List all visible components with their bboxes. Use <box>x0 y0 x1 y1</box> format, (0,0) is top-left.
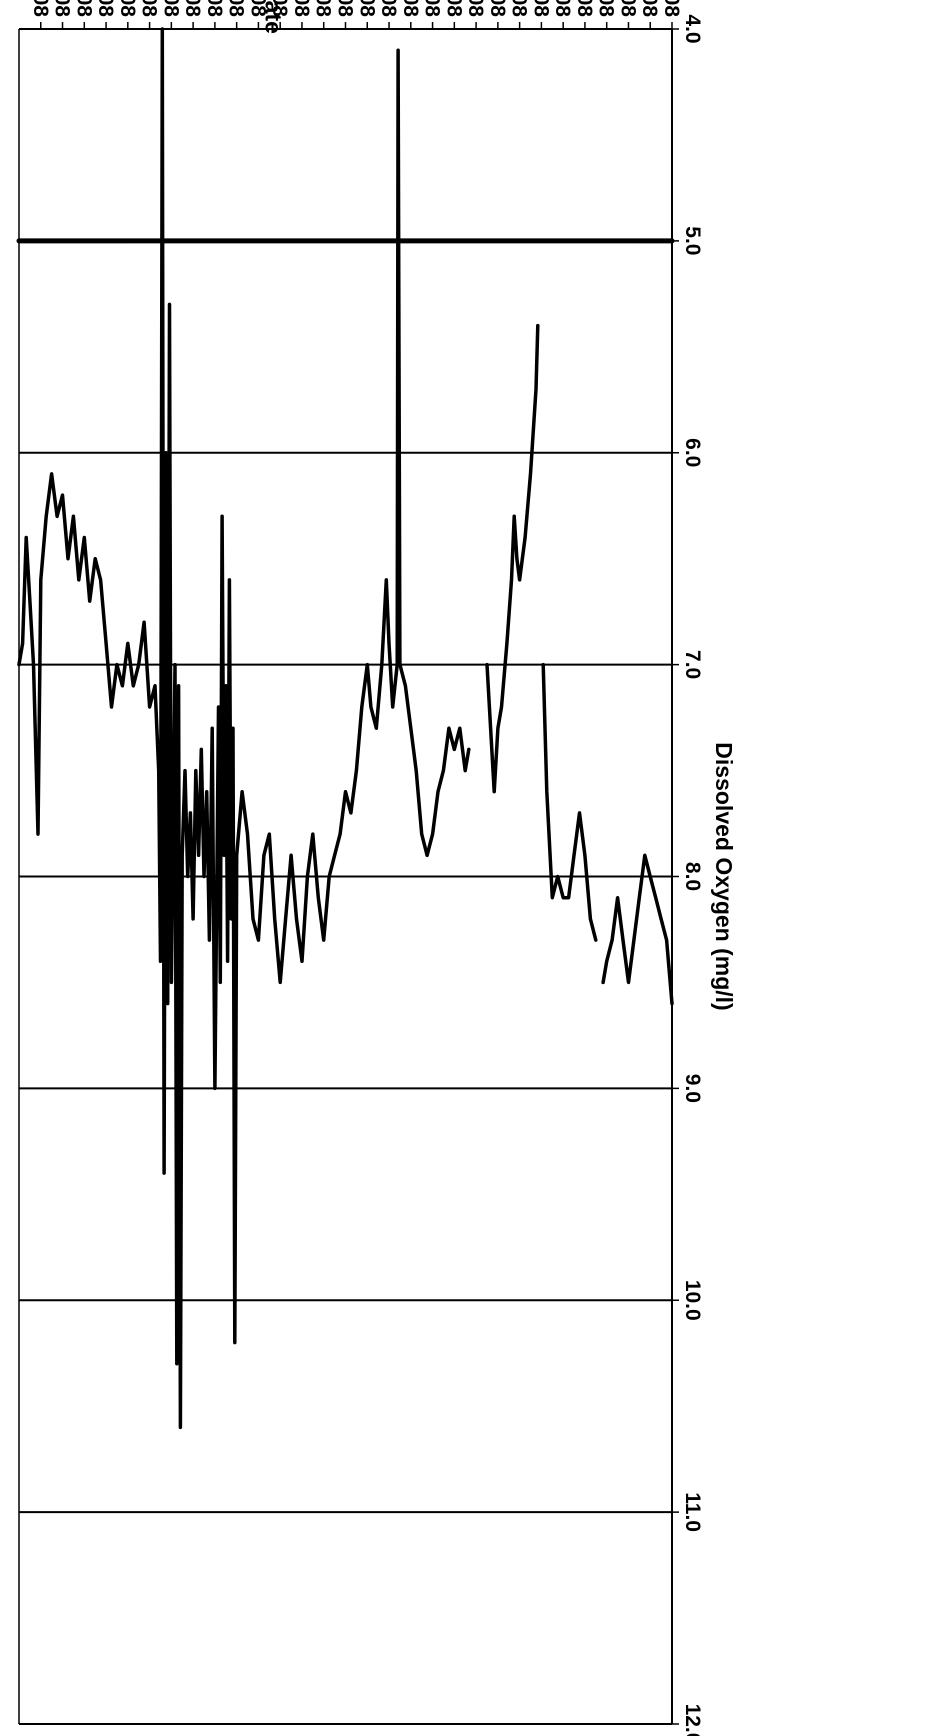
x-tick-label: 6/4/2008 <box>595 0 618 17</box>
x-tick-label: 6/6/2008 <box>551 0 574 17</box>
x-tick-label: 6/29/2008 <box>51 0 74 17</box>
x-tick-label: 6/16/2008 <box>333 0 356 17</box>
x-tick-label: 6/20/2008 <box>246 0 269 17</box>
plot-area <box>16 22 679 1725</box>
x-tick-label: 6/26/2008 <box>116 0 139 17</box>
x-tick-label: 6/9/2008 <box>486 0 509 17</box>
x-tick-label: 6/12/2008 <box>421 0 444 17</box>
y-tick-label: 12.0 <box>681 1704 704 1736</box>
x-tick-label: 6/30/2008 <box>29 0 52 17</box>
x-tick-label: 6/10/2008 <box>464 0 487 17</box>
y-tick-label: 9.0 <box>681 1074 704 1103</box>
y-tick-labels: 4.0 5.0 6.0 7.0 8.0 9.0 10.0 11.0 12.0 <box>681 14 704 1736</box>
x-tick-label: 6/13/2008 <box>399 0 422 17</box>
y-tick-label: 10.0 <box>681 1280 704 1321</box>
y-axis-title: Dissolved Oxygen (mg/l) <box>711 742 737 1010</box>
x-tick-label: 6/23/2008 <box>181 0 204 17</box>
x-tick-label: 6/15/2008 <box>355 0 378 17</box>
x-tick-label: 6/14/2008 <box>377 0 400 17</box>
series-line <box>485 323 540 794</box>
series-line <box>541 662 598 942</box>
y-tick-label: 8.0 <box>681 862 704 891</box>
x-tick-label: 6/8/2008 <box>508 0 531 17</box>
x-tick-label: 6/28/2008 <box>72 0 95 17</box>
y-tick-label: 11.0 <box>681 1492 704 1532</box>
y-tick-label: 4.0 <box>681 14 704 43</box>
x-tick-labels: 6/1/20086/2/20086/3/20086/4/20086/5/2008… <box>29 0 683 17</box>
x-axis-title: Date <box>261 0 287 34</box>
x-tick-label: 6/27/2008 <box>94 0 117 17</box>
y-tick-label: 5.0 <box>681 226 704 255</box>
x-tick-label: 6/3/2008 <box>616 0 639 17</box>
y-tick-label: 6.0 <box>681 438 704 467</box>
x-tick-label: 6/25/2008 <box>138 0 161 17</box>
x-tick-label: 6/18/2008 <box>290 0 313 17</box>
x-tick-label: 6/5/2008 <box>573 0 596 17</box>
x-tick-label: 6/19/2008 <box>268 0 291 17</box>
x-tick-label: 6/1/2008 <box>660 0 683 17</box>
x-tick-label: 6/22/2008 <box>203 0 226 17</box>
x-tick-label: 6/2/2008 <box>638 0 661 17</box>
y-tick-label: 7.0 <box>681 650 704 679</box>
series-line <box>17 27 471 1430</box>
series-line <box>601 853 674 1006</box>
x-tick-label: 6/24/2008 <box>159 0 182 17</box>
chart-rotation: 4.05.06.07.08.09.010.011.012.0 6/1/20086… <box>16 0 737 1736</box>
x-tick-label: 6/21/2008 <box>225 0 248 17</box>
x-tick-label: 6/17/2008 <box>312 0 335 17</box>
x-tick-label: 6/7/2008 <box>529 0 552 17</box>
x-tick-label: 6/11/2008 <box>442 0 465 17</box>
